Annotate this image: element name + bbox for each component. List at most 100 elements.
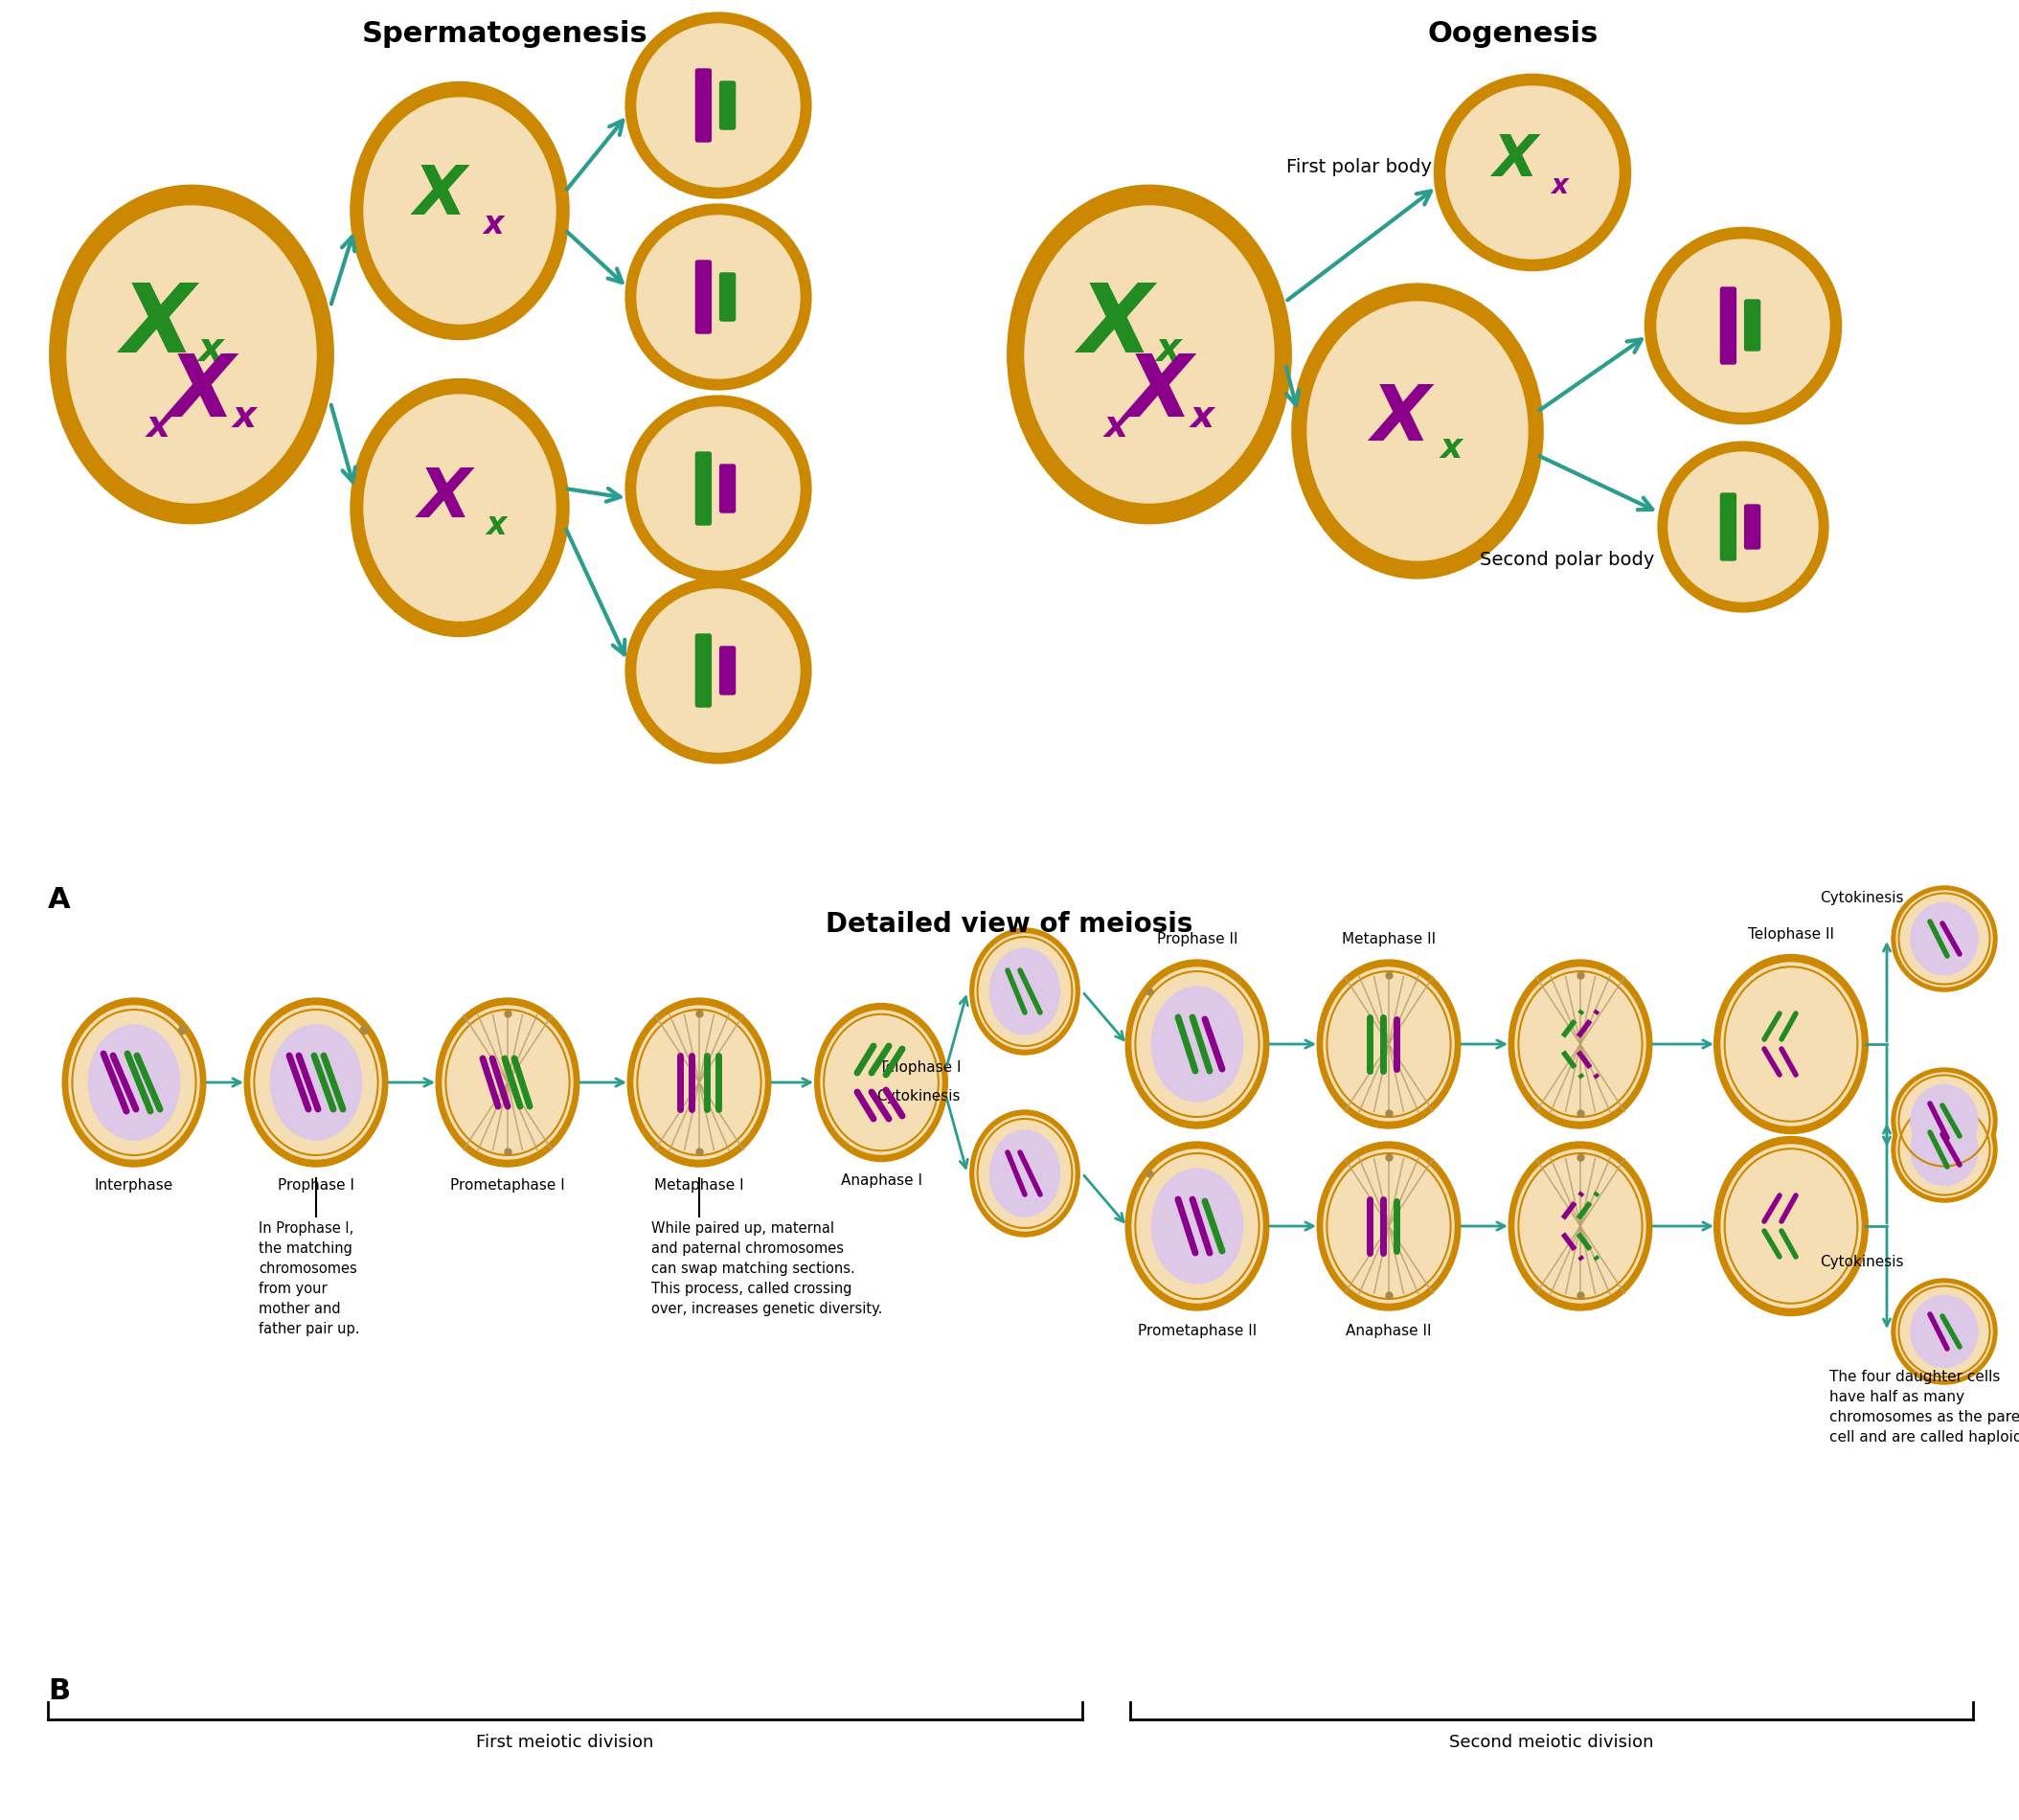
Ellipse shape <box>1892 1097 1997 1203</box>
Text: Second meiotic division: Second meiotic division <box>1450 1734 1654 1751</box>
Text: x: x <box>487 510 507 541</box>
Ellipse shape <box>1714 954 1868 1134</box>
Ellipse shape <box>436 997 579 1167</box>
Ellipse shape <box>1892 1068 1997 1174</box>
Text: In Prophase I,
the matching
chromosomes
from your
mother and
father pair up.: In Prophase I, the matching chromosomes … <box>258 1221 359 1336</box>
Ellipse shape <box>1316 959 1460 1128</box>
Ellipse shape <box>989 948 1060 1034</box>
Ellipse shape <box>363 395 555 621</box>
Ellipse shape <box>67 206 317 502</box>
Ellipse shape <box>1896 1101 1993 1198</box>
Ellipse shape <box>1892 1279 1997 1385</box>
Ellipse shape <box>1133 1150 1262 1303</box>
Ellipse shape <box>50 186 333 524</box>
FancyBboxPatch shape <box>1744 300 1761 351</box>
Ellipse shape <box>1896 1283 1993 1380</box>
Ellipse shape <box>363 98 555 324</box>
Ellipse shape <box>969 1110 1080 1236</box>
Ellipse shape <box>1910 1114 1979 1185</box>
Ellipse shape <box>1324 1150 1454 1303</box>
Ellipse shape <box>1896 1072 1993 1168</box>
Text: x: x <box>198 329 224 369</box>
Ellipse shape <box>1514 1150 1645 1303</box>
Ellipse shape <box>636 590 800 752</box>
Ellipse shape <box>969 928 1080 1054</box>
Ellipse shape <box>1514 968 1645 1121</box>
Ellipse shape <box>1714 1136 1868 1316</box>
Text: Interphase: Interphase <box>95 1178 174 1192</box>
FancyBboxPatch shape <box>721 273 735 320</box>
Text: Cytokinesis: Cytokinesis <box>876 1090 961 1105</box>
Text: x: x <box>145 408 170 444</box>
Text: X: X <box>418 466 472 531</box>
Ellipse shape <box>1896 890 1993 986</box>
Ellipse shape <box>244 997 388 1167</box>
Ellipse shape <box>822 1010 941 1154</box>
Ellipse shape <box>975 934 1074 1048</box>
Text: Detailed view of meiosis: Detailed view of meiosis <box>826 912 1193 937</box>
Text: Prometaphase I: Prometaphase I <box>450 1178 565 1192</box>
Ellipse shape <box>1910 1296 1979 1367</box>
Ellipse shape <box>975 1116 1074 1230</box>
Ellipse shape <box>989 1130 1060 1216</box>
Text: Prophase II: Prophase II <box>1157 932 1238 946</box>
Text: x: x <box>1440 431 1462 464</box>
Ellipse shape <box>1151 1168 1244 1283</box>
Text: x: x <box>1189 399 1213 435</box>
Text: The four daughter cells
have half as many
chromosomes as the parent
cell and are: The four daughter cells have half as man… <box>1829 1370 2019 1445</box>
Ellipse shape <box>351 379 569 637</box>
FancyBboxPatch shape <box>721 82 735 129</box>
Text: x: x <box>1155 329 1181 369</box>
FancyBboxPatch shape <box>721 464 735 513</box>
Text: Second polar body: Second polar body <box>1480 551 1654 570</box>
Ellipse shape <box>1658 240 1829 411</box>
Text: Oogenesis: Oogenesis <box>1427 20 1599 47</box>
Text: Cytokinesis: Cytokinesis <box>1819 890 1904 905</box>
Text: Anaphase II: Anaphase II <box>1347 1323 1431 1338</box>
Ellipse shape <box>271 1025 361 1139</box>
Ellipse shape <box>636 215 800 379</box>
Ellipse shape <box>1316 1141 1460 1310</box>
Ellipse shape <box>1292 284 1543 579</box>
Ellipse shape <box>1910 903 1979 976</box>
Text: While paired up, maternal
and paternal chromosomes
can swap matching sections.
T: While paired up, maternal and paternal c… <box>652 1221 882 1316</box>
Ellipse shape <box>816 1003 947 1161</box>
Text: X: X <box>1078 278 1153 371</box>
Ellipse shape <box>626 13 812 198</box>
Ellipse shape <box>69 1006 200 1159</box>
Text: Prometaphase II: Prometaphase II <box>1139 1323 1256 1338</box>
Text: X: X <box>1125 351 1193 435</box>
Ellipse shape <box>351 82 569 340</box>
Ellipse shape <box>1508 959 1652 1128</box>
Ellipse shape <box>89 1025 180 1139</box>
Text: A: A <box>48 886 71 914</box>
Ellipse shape <box>1720 1145 1862 1307</box>
Ellipse shape <box>1668 451 1817 602</box>
Text: x: x <box>1551 173 1569 198</box>
Text: Anaphase I: Anaphase I <box>840 1174 923 1188</box>
Text: x: x <box>232 399 256 435</box>
Text: Metaphase II: Metaphase II <box>1343 932 1436 946</box>
Ellipse shape <box>1446 86 1619 258</box>
Ellipse shape <box>636 408 800 570</box>
FancyBboxPatch shape <box>697 633 711 706</box>
FancyBboxPatch shape <box>697 451 711 524</box>
FancyBboxPatch shape <box>1720 493 1736 561</box>
Ellipse shape <box>626 204 812 389</box>
Ellipse shape <box>628 997 771 1167</box>
Text: X: X <box>168 351 234 435</box>
Text: x: x <box>483 209 503 240</box>
Text: Telophase I: Telophase I <box>878 1061 961 1076</box>
Ellipse shape <box>626 395 812 581</box>
Ellipse shape <box>1133 968 1262 1121</box>
FancyBboxPatch shape <box>721 646 735 695</box>
Ellipse shape <box>1007 186 1292 524</box>
Ellipse shape <box>1125 959 1268 1128</box>
Text: X: X <box>1371 382 1429 457</box>
Text: Cytokinesis: Cytokinesis <box>1819 1254 1904 1269</box>
Ellipse shape <box>1308 302 1528 561</box>
Ellipse shape <box>634 1006 765 1159</box>
Ellipse shape <box>1720 963 1862 1125</box>
Ellipse shape <box>1026 206 1274 502</box>
FancyBboxPatch shape <box>1744 504 1761 550</box>
